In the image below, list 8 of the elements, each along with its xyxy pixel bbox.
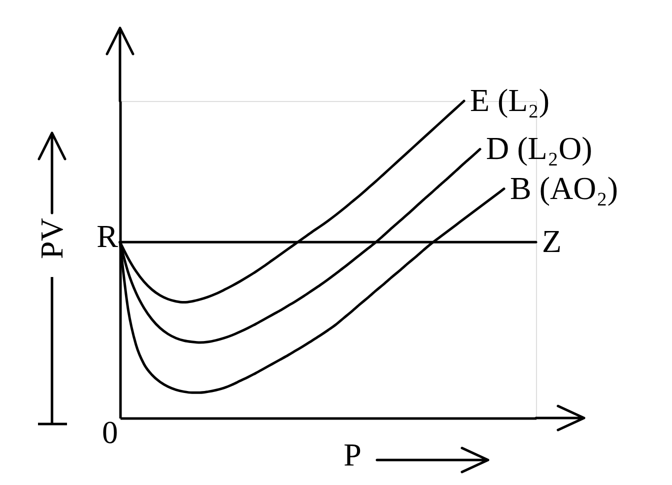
series-label: Z — [542, 223, 562, 260]
series-label: B (AO₂) — [510, 170, 618, 206]
y-axis-title: PV — [34, 218, 70, 259]
x-axis-title: P — [344, 436, 362, 472]
text: R — [96, 218, 119, 254]
series-label: D (L₂O) — [486, 130, 592, 166]
text: 0 — [102, 414, 118, 450]
series-label: E (L₂) — [470, 82, 550, 118]
